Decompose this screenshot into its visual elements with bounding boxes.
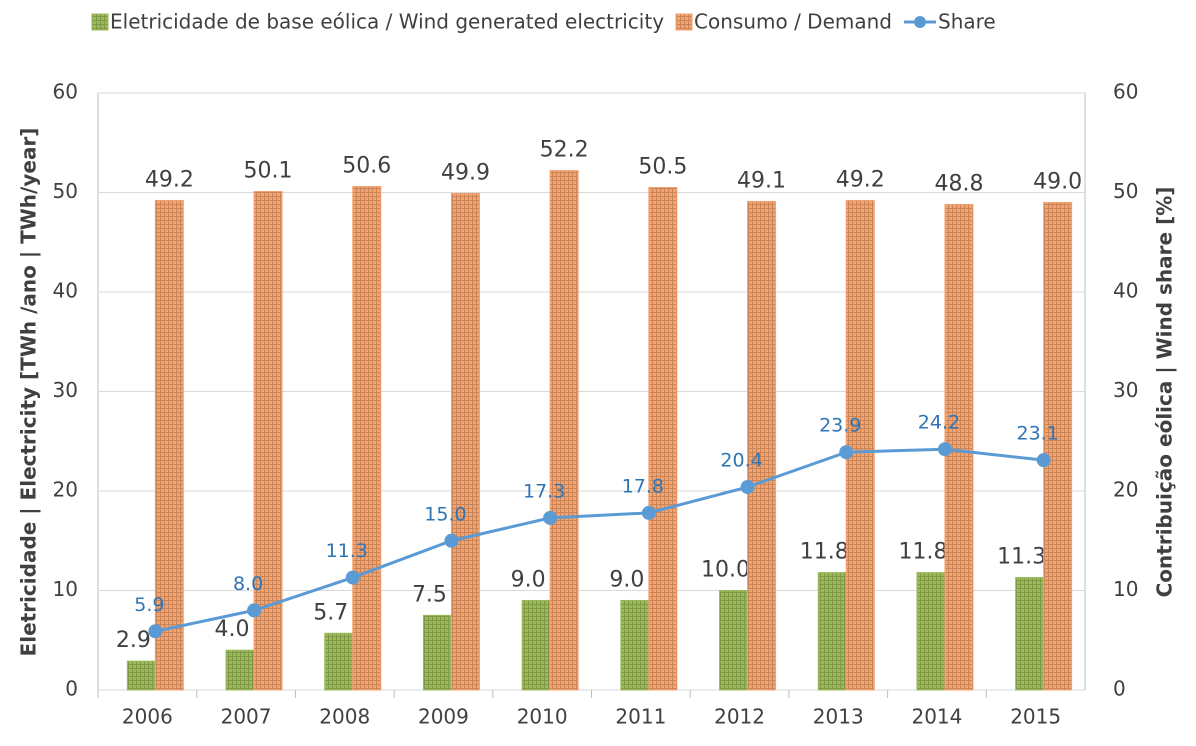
share-label: 8.0 <box>233 573 263 595</box>
y-tick-label: 60 <box>53 80 78 104</box>
data-label: 9.0 <box>511 567 546 592</box>
share-point <box>148 624 163 639</box>
y2-tick-label: 50 <box>1113 179 1138 203</box>
bar <box>324 632 354 691</box>
share-label: 23.9 <box>819 415 861 437</box>
data-label: 9.0 <box>609 567 644 592</box>
x-tick-label: 2010 <box>517 705 568 729</box>
share-label: 24.2 <box>918 412 960 434</box>
y-tick-label: 50 <box>53 179 78 203</box>
x-tick-label: 2008 <box>319 705 370 729</box>
x-tick-label: 2007 <box>221 705 272 729</box>
y2-tick-label: 60 <box>1113 80 1138 104</box>
legend-label: Consumo / Demand <box>694 10 892 34</box>
y2-axis-label: Contribuição eólica | Wind share [%] <box>1153 187 1177 598</box>
bar <box>450 192 480 691</box>
bar <box>225 649 255 691</box>
share-label: 23.1 <box>1016 423 1058 445</box>
share-label: 20.4 <box>720 450 762 472</box>
share-point <box>839 445 854 460</box>
share-line <box>155 447 1044 633</box>
data-label: 49.9 <box>441 160 490 185</box>
data-label: 11.8 <box>800 540 849 565</box>
x-tick-label: 2013 <box>813 705 864 729</box>
y-tick-label: 30 <box>53 378 78 402</box>
legend-marker <box>914 16 926 28</box>
data-label: 50.1 <box>244 159 293 184</box>
bar <box>1043 201 1073 691</box>
share-label: 11.3 <box>326 540 368 562</box>
data-label: 10.0 <box>701 558 750 583</box>
data-label: 49.2 <box>145 167 194 192</box>
x-tick-label: 2006 <box>122 705 173 729</box>
y2-tick-label: 10 <box>1113 577 1138 601</box>
x-tick-label: 2015 <box>1010 705 1061 729</box>
y-tick-label: 10 <box>53 577 78 601</box>
bar <box>916 572 946 691</box>
share-point <box>444 533 459 548</box>
share-point <box>345 570 360 585</box>
bar <box>154 199 184 691</box>
legend-label: Eletricidade de base eólica / Wind gener… <box>110 10 664 34</box>
share-label: 17.3 <box>523 480 565 502</box>
share-label: 17.8 <box>622 475 664 497</box>
bar <box>817 572 847 691</box>
data-label: 50.6 <box>342 154 391 179</box>
data-label: 49.2 <box>836 167 885 192</box>
share-label: 5.9 <box>134 594 164 616</box>
share-point <box>247 603 262 618</box>
data-label: 49.0 <box>1033 169 1082 194</box>
x-tick-label: 2014 <box>911 705 962 729</box>
bar <box>549 170 579 691</box>
y2-tick-label: 30 <box>1113 378 1138 402</box>
y2-tick-label: 20 <box>1113 478 1138 502</box>
bar <box>422 614 452 691</box>
share-point <box>543 510 558 525</box>
bar <box>352 186 382 691</box>
share-point <box>641 505 656 520</box>
y2-tick-label: 40 <box>1113 279 1138 303</box>
data-label: 7.5 <box>412 582 447 607</box>
data-label: 4.0 <box>215 617 250 642</box>
share-point <box>937 442 952 457</box>
data-label: 11.3 <box>997 545 1046 570</box>
bar <box>1015 577 1045 691</box>
y-tick-label: 40 <box>53 279 78 303</box>
bar <box>747 200 777 691</box>
data-label: 48.8 <box>934 171 983 196</box>
share-point <box>740 480 755 495</box>
legend-label: Share <box>938 10 996 34</box>
x-tick-label: 2011 <box>615 705 666 729</box>
bar <box>126 660 156 691</box>
bar <box>620 599 650 691</box>
y2-tick-label: 0 <box>1113 677 1126 701</box>
y-tick-label: 0 <box>65 677 78 701</box>
share-label: 15.0 <box>424 503 466 525</box>
data-label: 50.5 <box>638 155 687 180</box>
data-label: 2.9 <box>116 628 151 653</box>
bar <box>845 199 875 691</box>
data-label: 49.1 <box>737 168 786 193</box>
bar <box>521 599 551 691</box>
data-label: 5.7 <box>313 600 348 625</box>
data-label: 52.2 <box>540 138 589 163</box>
bar <box>719 590 749 691</box>
legend-swatch <box>91 13 109 31</box>
bar <box>648 187 678 691</box>
share-point <box>1036 453 1051 468</box>
x-tick-label: 2009 <box>418 705 469 729</box>
x-tick-label: 2012 <box>714 705 765 729</box>
y-tick-label: 20 <box>53 478 78 502</box>
y-axis-label: Eletricidade | Electricity [TWh /ano | T… <box>17 128 41 657</box>
data-label: 11.8 <box>898 540 947 565</box>
legend-swatch <box>675 13 693 31</box>
